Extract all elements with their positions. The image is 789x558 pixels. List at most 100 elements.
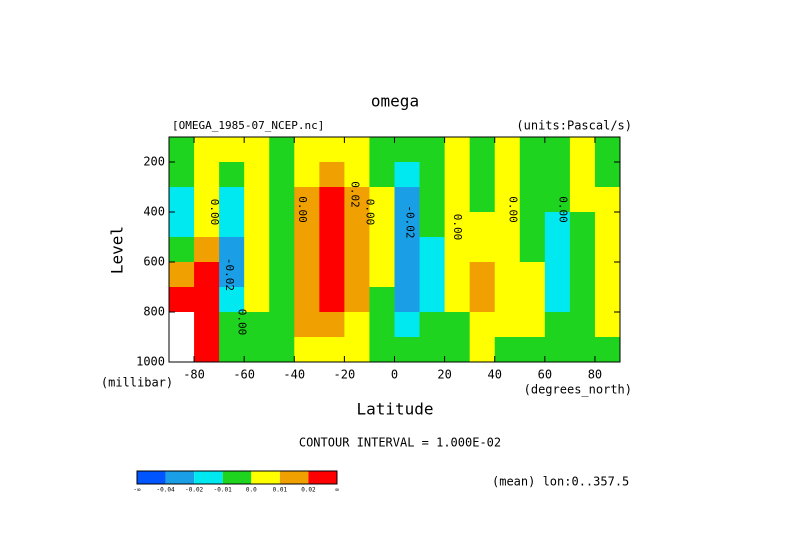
x-units: (degrees_north) xyxy=(524,383,632,397)
x-tick-label: 40 xyxy=(487,368,501,382)
legend-label: 0.0 xyxy=(246,487,257,494)
contour-cell xyxy=(544,212,571,238)
file-label: [OMEGA_1985-07_NCEP.nc] xyxy=(172,119,324,132)
contour-cell xyxy=(219,262,245,288)
contour-cell xyxy=(169,287,195,313)
contour-cell xyxy=(494,337,521,363)
contour-cell xyxy=(569,262,596,288)
contour-cell xyxy=(369,312,395,338)
contour-cell xyxy=(369,162,395,188)
y-axis-title: Level xyxy=(108,226,127,274)
contour-cell xyxy=(244,287,270,313)
legend-end-label: ∞ xyxy=(335,487,339,494)
contour-cell xyxy=(419,212,446,238)
contour-cell xyxy=(444,337,471,363)
contour-cell xyxy=(594,137,621,163)
contour-cell xyxy=(494,287,521,313)
contour-cell xyxy=(244,187,270,213)
contour-cell xyxy=(419,312,446,338)
contour-cell xyxy=(194,312,220,338)
contour-cell xyxy=(444,137,471,163)
contour-cell xyxy=(569,137,596,163)
contour-cell xyxy=(244,162,270,188)
legend-label: -0.04 xyxy=(157,487,175,494)
contour-cell xyxy=(369,212,395,238)
contour-label: 0.02 xyxy=(348,181,361,208)
contour-cell xyxy=(244,237,270,263)
contour-cell xyxy=(519,212,546,238)
contour-cell xyxy=(169,162,195,188)
contour-cell xyxy=(544,337,571,363)
contour-cell xyxy=(569,187,596,213)
contour-cell xyxy=(569,162,596,188)
y-units: (millibar) xyxy=(101,376,173,390)
contour-cell xyxy=(494,262,521,288)
contour-cell xyxy=(469,337,496,363)
contour-cell xyxy=(294,212,320,238)
contour-cell xyxy=(519,262,546,288)
contour-cell xyxy=(319,262,345,288)
contour-cell xyxy=(594,162,621,188)
contour-cell xyxy=(544,162,571,188)
contour-cell xyxy=(469,262,496,288)
contour-cell xyxy=(594,312,621,338)
contour-cell xyxy=(344,337,370,363)
contour-cell xyxy=(294,237,320,263)
contour-cell xyxy=(394,187,421,213)
contour-cell xyxy=(244,262,270,288)
contour-cell xyxy=(294,312,320,338)
contour-cell xyxy=(269,262,295,288)
contour-cell xyxy=(319,212,345,238)
legend-swatch xyxy=(251,471,280,484)
contour-cell xyxy=(219,212,245,238)
contour-cell xyxy=(194,337,220,363)
contour-cell xyxy=(269,337,295,363)
contour-cell xyxy=(594,262,621,288)
contour-cell xyxy=(344,287,370,313)
legend-label: 0.02 xyxy=(301,487,316,494)
contour-cell xyxy=(344,187,370,213)
x-tick-label: -80 xyxy=(183,368,205,382)
contour-cell xyxy=(294,337,320,363)
contour-cell xyxy=(544,287,571,313)
contour-cell xyxy=(494,187,521,213)
contour-cell xyxy=(194,237,220,263)
legend-swatch xyxy=(279,471,309,484)
x-tick-label: -20 xyxy=(334,368,356,382)
contour-cell xyxy=(519,137,546,163)
contour-label: 0.00 xyxy=(296,196,309,223)
contour-cell xyxy=(569,312,596,338)
contour-cell xyxy=(169,312,195,338)
contour-cell xyxy=(469,287,496,313)
contour-cell xyxy=(169,262,195,288)
contour-cell xyxy=(294,187,320,213)
chart-title: omega xyxy=(371,92,419,111)
contour-cell xyxy=(544,137,571,163)
contour-cell xyxy=(194,287,220,313)
contour-cell xyxy=(519,162,546,188)
contour-cell xyxy=(419,162,446,188)
contour-cell xyxy=(519,187,546,213)
contour-cell xyxy=(394,212,421,238)
contour-cell xyxy=(569,212,596,238)
contour-cell xyxy=(269,312,295,338)
contour-cell xyxy=(319,312,345,338)
contour-label: 0.00 xyxy=(506,196,519,223)
contour-label: 0.00 xyxy=(451,214,464,241)
contour-cell xyxy=(269,187,295,213)
legend-end-label: -∞ xyxy=(133,487,141,494)
legend-swatch xyxy=(194,471,223,484)
contour-cell xyxy=(294,137,320,163)
contour-cell xyxy=(419,237,446,263)
contour-cell xyxy=(569,237,596,263)
contour-cell xyxy=(319,237,345,263)
contour-cell xyxy=(444,312,471,338)
contour-label: 0.00 xyxy=(363,199,376,226)
contour-cell xyxy=(219,337,245,363)
contour-cell xyxy=(344,262,370,288)
contour-cell xyxy=(219,187,245,213)
contour-cell xyxy=(244,337,270,363)
contour-cell xyxy=(219,312,245,338)
contour-cell xyxy=(219,162,245,188)
contour-cell xyxy=(394,287,421,313)
